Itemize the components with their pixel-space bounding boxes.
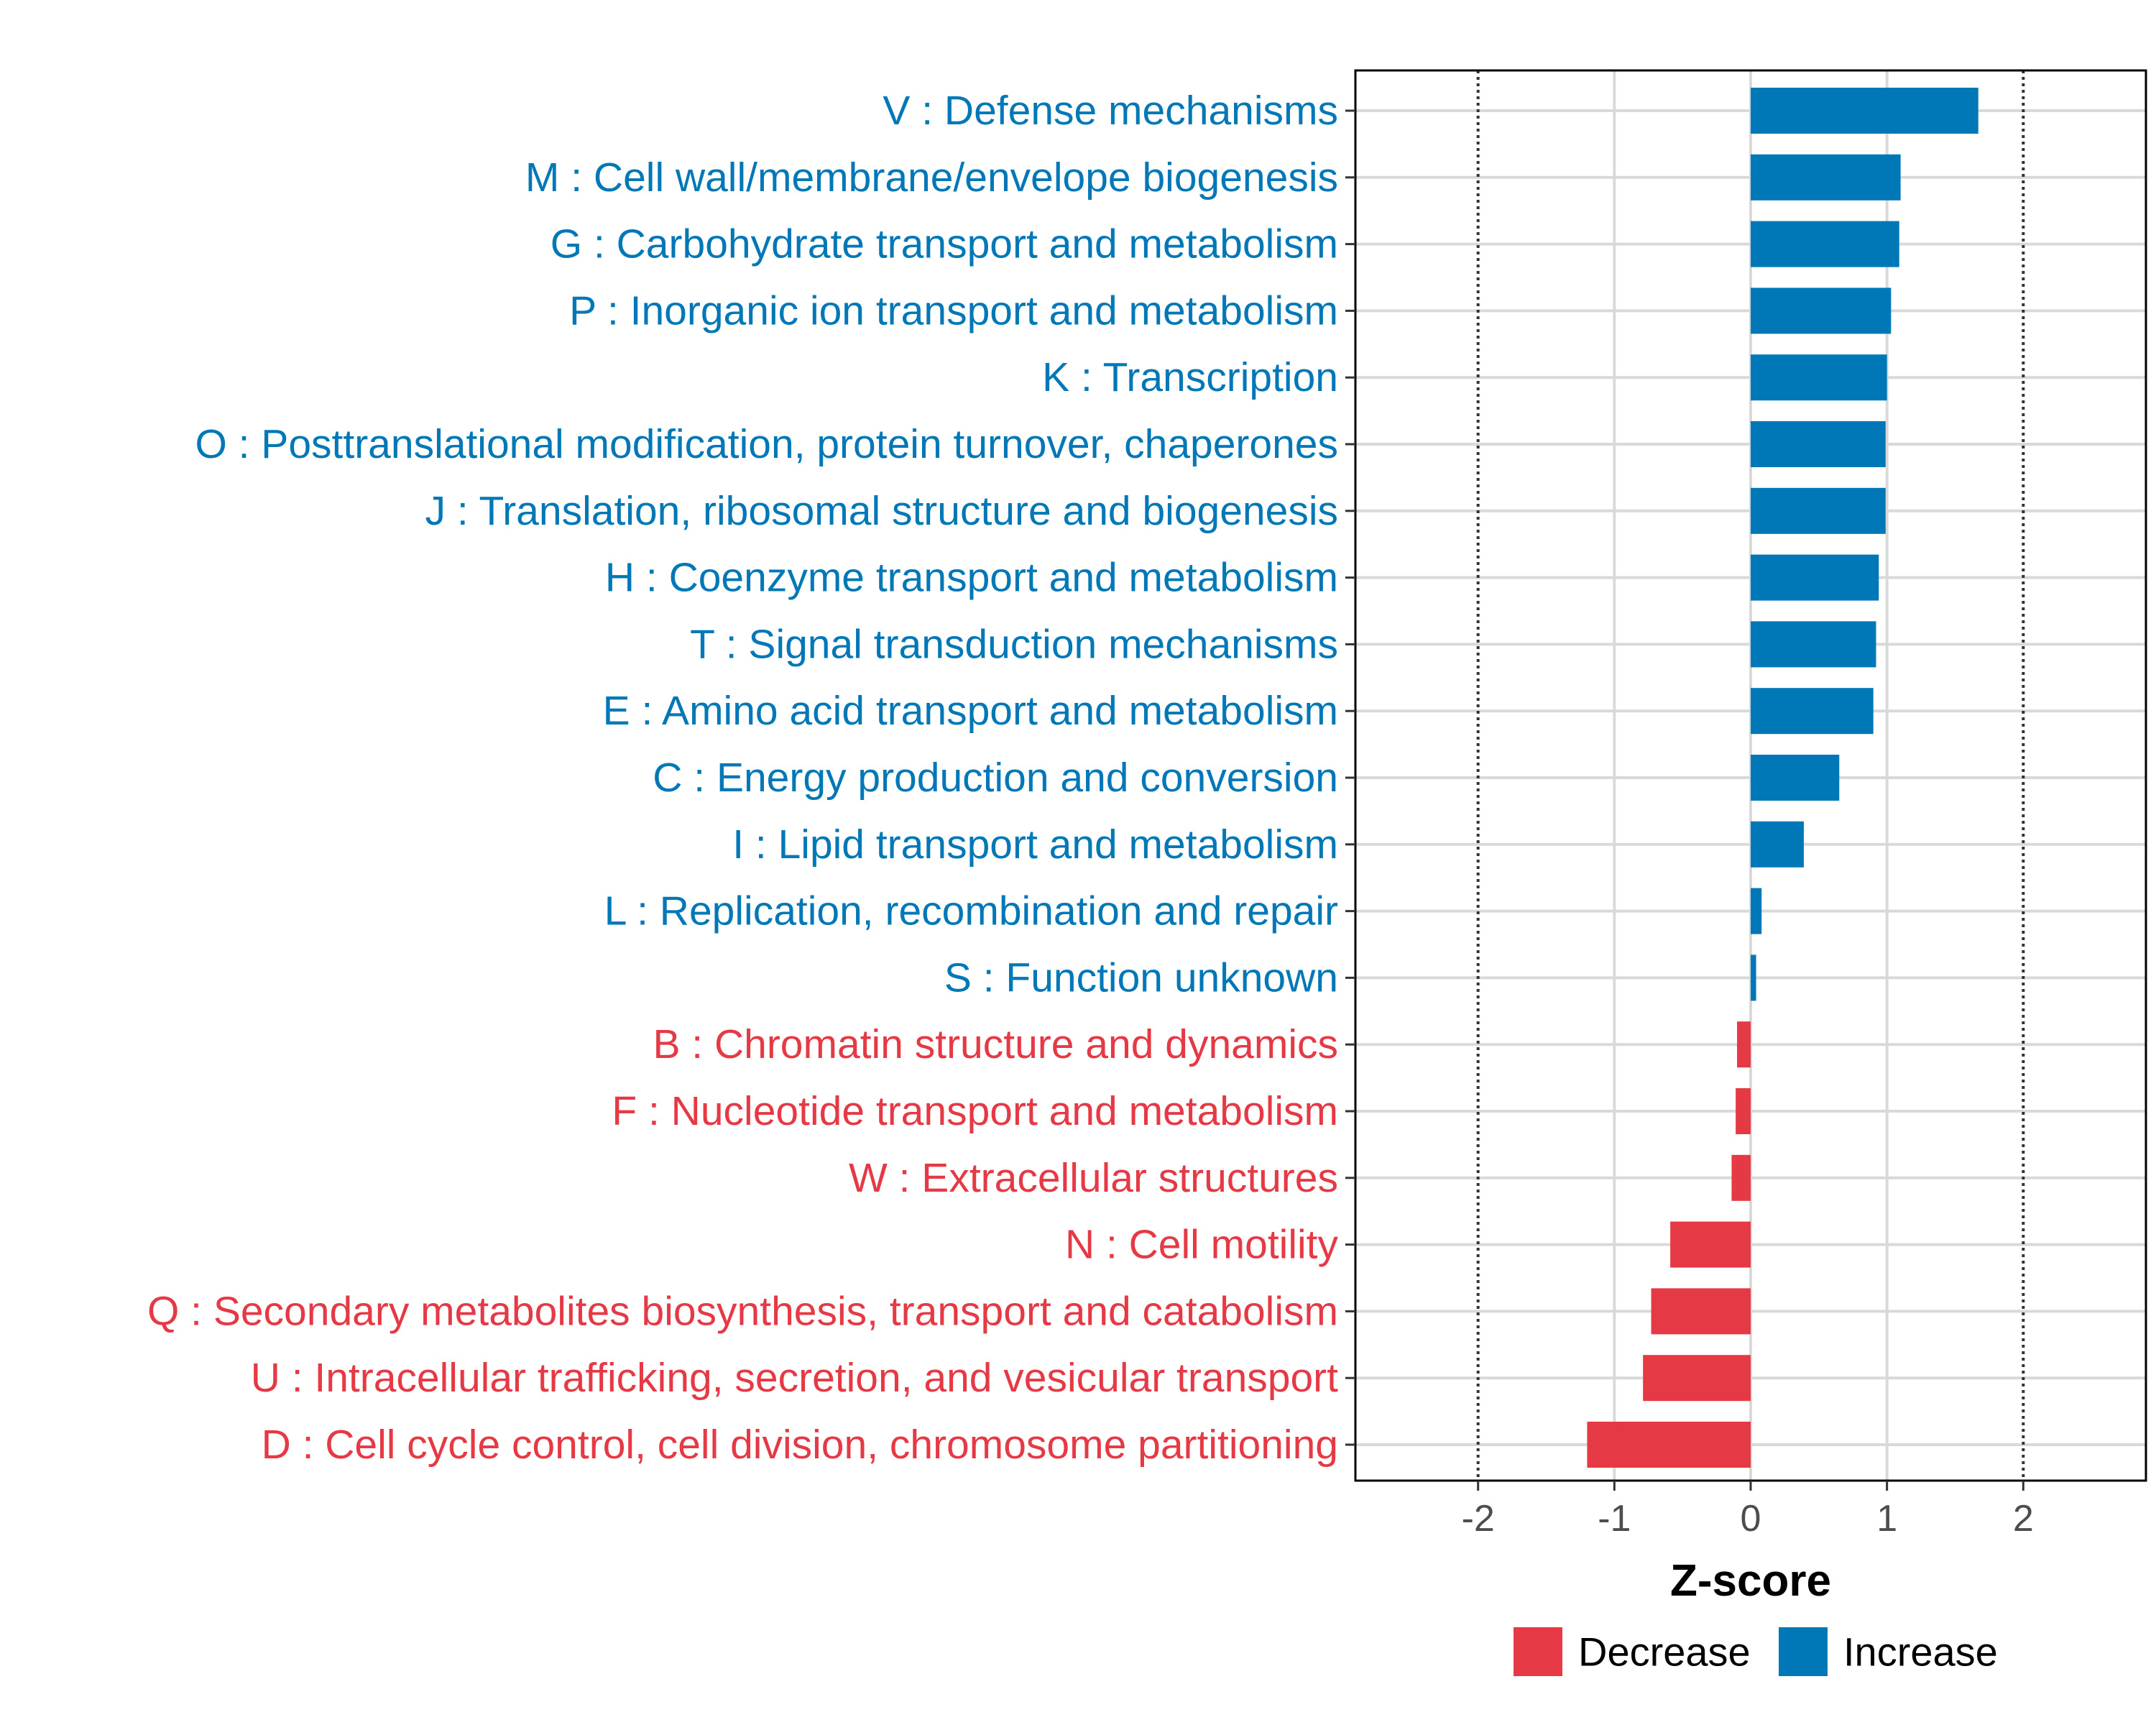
bar-c — [1751, 755, 1840, 801]
legend: Decrease Increase — [1514, 1627, 1998, 1676]
category-label: K : Transcription — [1042, 354, 1338, 400]
category-label: S : Function unknown — [944, 954, 1338, 1000]
legend-label-increase: Increase — [1843, 1629, 1998, 1675]
bar-q — [1651, 1288, 1751, 1335]
legend-label-decrease: Decrease — [1578, 1629, 1751, 1675]
bar-m — [1751, 154, 1901, 201]
x-tick-label: -2 — [1462, 1498, 1495, 1540]
category-label: V : Defense mechanisms — [883, 88, 1338, 134]
category-label: F : Nucleotide transport and metabolism — [612, 1088, 1338, 1134]
bar-v — [1751, 88, 1978, 134]
category-label: P : Inorganic ion transport and metaboli… — [569, 288, 1338, 334]
bar-s — [1751, 954, 1756, 1001]
x-tick-label: 0 — [1741, 1498, 1761, 1540]
bar-l — [1751, 888, 1762, 934]
category-label: T : Signal transduction mechanisms — [690, 621, 1338, 667]
bar-w — [1731, 1154, 1751, 1201]
category-label: E : Amino acid transport and metabolism — [603, 688, 1338, 734]
category-label: O : Posttranslational modification, prot… — [195, 421, 1338, 467]
legend-key-increase — [1779, 1627, 1828, 1676]
category-label: C : Energy production and conversion — [653, 755, 1338, 801]
category-label: J : Translation, ribosomal structure and… — [425, 488, 1338, 534]
bar-i — [1751, 821, 1804, 868]
category-label: D : Cell cycle control, cell division, c… — [262, 1422, 1338, 1468]
bar-d — [1587, 1422, 1751, 1468]
reference-lines — [1476, 70, 2025, 1481]
category-label: L : Replication, recombination and repai… — [604, 888, 1338, 934]
bar-f — [1736, 1088, 1751, 1134]
category-label: G : Carbohydrate transport and metabolis… — [550, 221, 1338, 267]
bar-o — [1751, 421, 1886, 467]
category-label: U : Intracellular trafficking, secretion… — [251, 1355, 1338, 1401]
category-label: M : Cell wall/membrane/envelope biogenes… — [525, 155, 1338, 201]
x-tick-label: 2 — [2013, 1498, 2034, 1540]
bar-b — [1737, 1021, 1751, 1068]
x-axis-title: Z-score — [1670, 1556, 1831, 1606]
bar-j — [1751, 487, 1886, 534]
x-tick-label: 1 — [1876, 1498, 1897, 1540]
category-label: Q : Secondary metabolites biosynthesis, … — [147, 1288, 1338, 1334]
category-label: N : Cell motility — [1065, 1222, 1339, 1268]
x-tick-label: -1 — [1598, 1498, 1631, 1540]
legend-key-decrease — [1514, 1627, 1562, 1676]
bar-k — [1751, 354, 1887, 401]
bar-h — [1751, 554, 1879, 601]
bar-e — [1751, 688, 1874, 735]
x-axis-ticks: -2 -1 0 1 2 — [1462, 1481, 2034, 1540]
bars-layer — [1587, 88, 1978, 1468]
bar-g — [1751, 221, 1899, 267]
category-labels: V : Defense mechanisms M : Cell wall/memb… — [147, 88, 1339, 1468]
y-axis-ticks — [1345, 109, 1355, 1446]
category-label: I : Lipid transport and metabolism — [732, 822, 1338, 868]
category-label: W : Extracellular structures — [849, 1155, 1338, 1201]
category-label: H : Coenzyme transport and metabolism — [605, 555, 1338, 601]
bar-n — [1670, 1221, 1751, 1268]
bar-p — [1751, 288, 1892, 334]
bar-u — [1643, 1355, 1751, 1402]
bar-t — [1751, 621, 1876, 668]
category-label: B : Chromatin structure and dynamics — [653, 1021, 1338, 1067]
